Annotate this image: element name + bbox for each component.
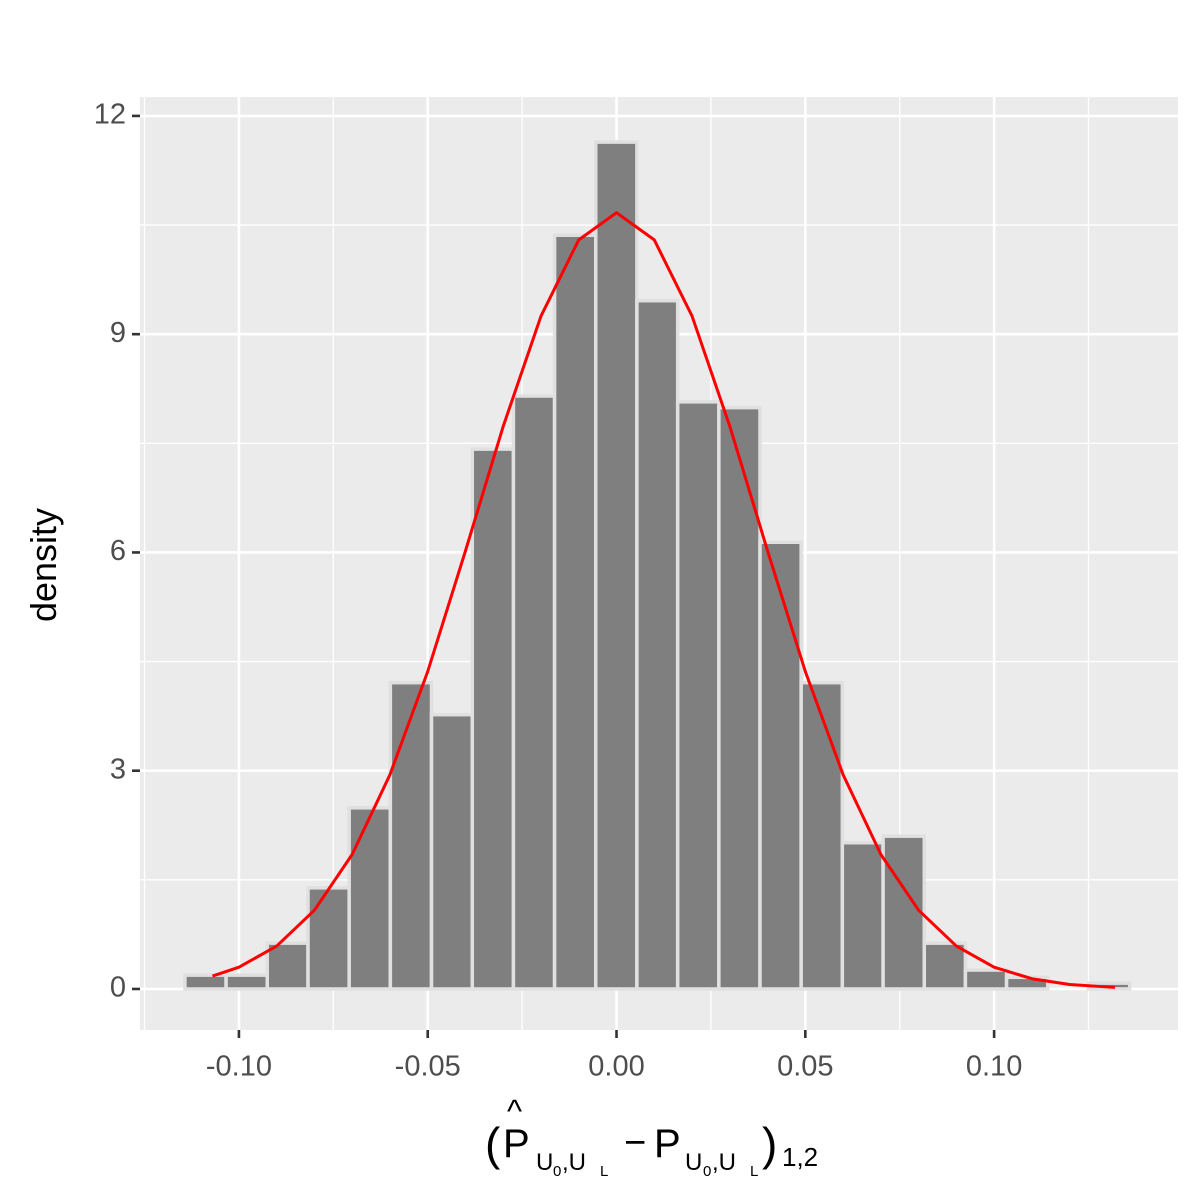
bar bbox=[717, 405, 762, 991]
x-axis-title-part: U bbox=[536, 1149, 553, 1176]
x-axis-title-part: P bbox=[503, 1122, 530, 1166]
y-tick-label: 12 bbox=[94, 99, 126, 131]
x-tick-label: 0.10 bbox=[966, 1051, 1022, 1083]
x-axis-title-part: ,U bbox=[712, 1149, 736, 1176]
x-axis-title-part: ,U bbox=[562, 1149, 586, 1176]
y-axis-title: density bbox=[23, 508, 64, 622]
density-curve bbox=[212, 211, 1116, 989]
bar bbox=[799, 680, 845, 991]
x-tick-label: -0.10 bbox=[206, 1051, 272, 1083]
x-axis-title-part: ( bbox=[485, 1118, 501, 1170]
x-axis-title-part: − bbox=[624, 1122, 646, 1164]
bar bbox=[635, 298, 680, 991]
y-tick-label: 9 bbox=[110, 317, 126, 349]
x-axis-title-part: P bbox=[654, 1122, 681, 1166]
bar bbox=[840, 840, 885, 991]
x-axis-title-part: 1,2 bbox=[782, 1142, 818, 1172]
bar bbox=[758, 540, 803, 991]
bar bbox=[429, 712, 475, 991]
bar bbox=[881, 834, 927, 991]
bar bbox=[265, 941, 310, 991]
bar bbox=[470, 447, 516, 991]
y-tick-label: 3 bbox=[110, 753, 126, 785]
x-tick-label: 0.00 bbox=[588, 1051, 644, 1083]
bar bbox=[594, 140, 639, 991]
y-tick-label: 6 bbox=[110, 535, 126, 567]
x-axis-title-part: 0 bbox=[553, 1163, 561, 1180]
x-axis-title-part: 0 bbox=[703, 1163, 711, 1180]
x-axis-title-part: U bbox=[685, 1149, 702, 1176]
x-axis-title-part: L bbox=[750, 1163, 758, 1180]
bar bbox=[306, 886, 351, 991]
bar bbox=[963, 968, 1009, 991]
x-tick-label: 0.05 bbox=[777, 1051, 833, 1083]
bar bbox=[224, 973, 269, 991]
x-tick-label: -0.05 bbox=[395, 1051, 461, 1083]
bar bbox=[511, 394, 557, 991]
y-tick-label: 0 bbox=[110, 972, 126, 1004]
bar bbox=[347, 806, 393, 991]
bar bbox=[183, 973, 228, 991]
x-axis-title-part: ) bbox=[762, 1118, 777, 1170]
x-axis-title-part: L bbox=[600, 1163, 608, 1180]
bar bbox=[388, 680, 434, 991]
bar bbox=[552, 233, 598, 991]
bar bbox=[922, 941, 968, 991]
x-axis-title-part: ^ bbox=[507, 1093, 522, 1129]
bar bbox=[675, 400, 721, 991]
